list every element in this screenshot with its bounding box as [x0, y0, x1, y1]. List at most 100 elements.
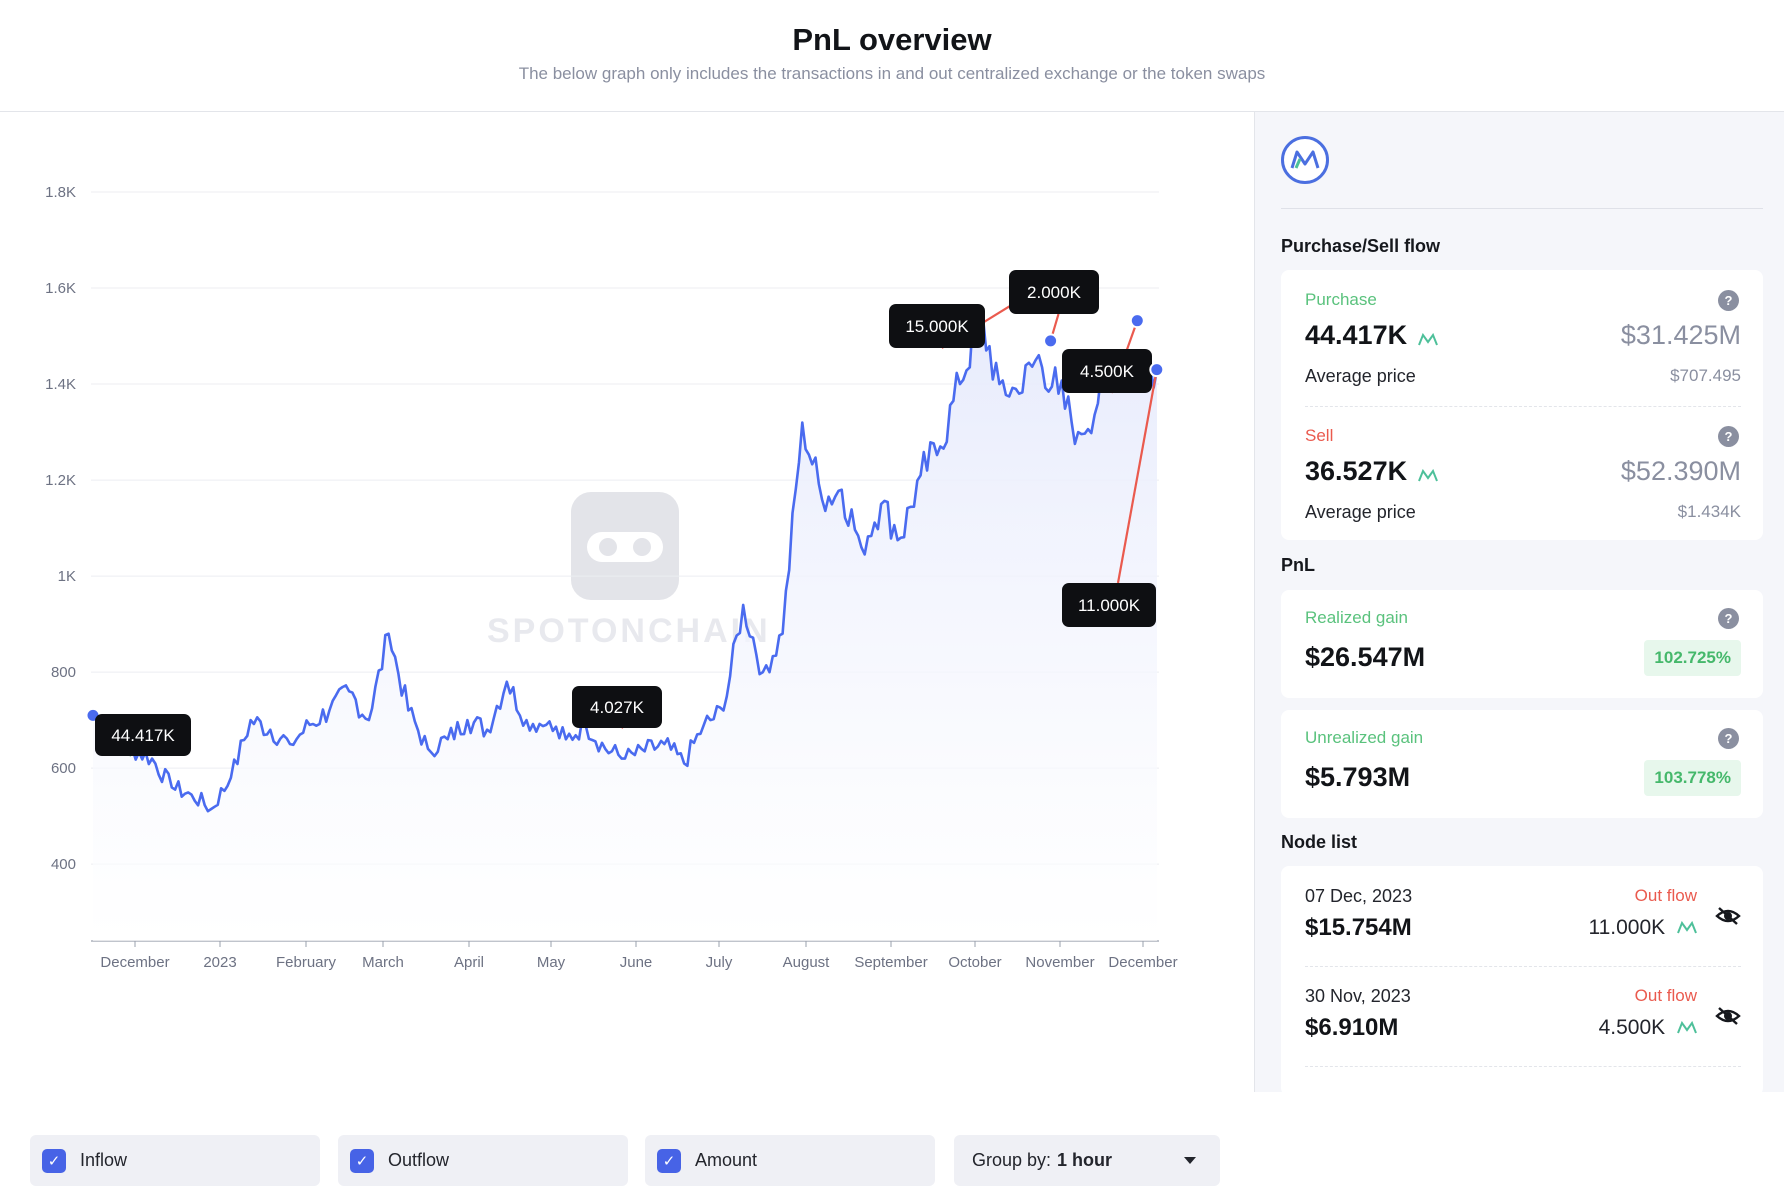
callout-line	[1116, 369, 1158, 584]
amount-checkbox[interactable]: ✓	[657, 1148, 681, 1173]
unrealized-label: Unrealized gain	[1305, 728, 1424, 747]
sell-amount: 36.527K	[1305, 456, 1408, 486]
x-tick-label: June	[620, 954, 653, 971]
help-icon[interactable]: ?	[1718, 728, 1739, 749]
token-m-icon	[1417, 468, 1438, 482]
realized-label: Realized gain	[1305, 608, 1409, 627]
group-by-value: 1 hour	[1057, 1150, 1113, 1170]
realized-value: $26.547M	[1305, 642, 1426, 672]
help-icon[interactable]: ?	[1718, 608, 1739, 629]
purchase-usd: $31.425M	[1620, 320, 1741, 350]
inflow-checkbox[interactable]: ✓	[42, 1148, 66, 1173]
purchase-avg-value: $707.495	[1670, 366, 1741, 385]
token-m-icon	[1417, 332, 1438, 346]
eye-off-icon[interactable]	[1715, 906, 1741, 926]
pnl-line-chart[interactable]: 400 600 800 1K 1.2K 1.4K 1.6K 1.8K December 2023 F…	[0, 112, 1254, 1012]
x-tick-label: August	[783, 954, 831, 971]
node-amount: 11.000K	[1588, 916, 1666, 939]
x-tick-label: November	[1025, 954, 1094, 971]
sidebar: Purchase/Sell flow Purchase ? 44.417K $3…	[1254, 112, 1784, 1092]
node-amount-row: 4.500K	[1599, 1016, 1697, 1040]
watermark-text: SPOTONCHAIN	[487, 612, 771, 650]
node-usd: $15.754M	[1305, 914, 1412, 941]
help-icon[interactable]: ?	[1718, 290, 1739, 311]
purchase-avg-label: Average price	[1305, 366, 1416, 386]
divider	[1305, 406, 1741, 407]
purchase-label: Purchase	[1305, 290, 1377, 309]
sell-usd: $52.390M	[1620, 456, 1741, 486]
node-list-item[interactable]: 07 Dec, 2023 Out flow $15.754M 11.000K	[1281, 866, 1763, 966]
callout-box	[1062, 583, 1156, 627]
help-icon[interactable]: ?	[1718, 426, 1739, 447]
callout-box	[572, 686, 662, 728]
x-tick-label: 2023	[203, 954, 236, 971]
callout-label: 4.027K	[590, 698, 645, 717]
node-flow: Out flow	[1634, 886, 1697, 905]
purchase-amount: 44.417K	[1305, 320, 1408, 350]
y-tick-label: 1.6K	[45, 280, 76, 297]
token-m-icon	[1677, 921, 1697, 934]
realized-pct-badge: 102.725%	[1644, 640, 1741, 676]
sell-avg-label: Average price	[1305, 502, 1416, 522]
y-tick-label: 1.2K	[45, 472, 76, 489]
x-tick-label: December	[100, 954, 169, 971]
inflow-toggle[interactable]: ✓ Inflow	[30, 1135, 320, 1186]
outflow-label: Outflow	[388, 1150, 450, 1170]
y-tick-label: 1K	[58, 568, 76, 585]
sell-label: Sell	[1305, 426, 1334, 445]
node-list-item[interactable]: 30 Nov, 2023 Out flow $6.910M 4.500K	[1281, 966, 1763, 1066]
amount-toggle[interactable]: ✓ Amount	[645, 1135, 935, 1186]
outflow-toggle[interactable]: ✓ Outflow	[338, 1135, 628, 1186]
unrealized-pct-badge: 103.778%	[1644, 760, 1741, 796]
x-tick-label: December	[1108, 954, 1177, 971]
x-tick-label: October	[948, 954, 1001, 971]
y-tick-label: 800	[51, 664, 76, 681]
amount-label: Amount	[695, 1150, 758, 1170]
divider	[1305, 1066, 1741, 1067]
callout-box	[95, 714, 191, 756]
outflow-checkbox[interactable]: ✓	[350, 1148, 374, 1173]
node-date: 07 Dec, 2023	[1305, 886, 1413, 906]
node-list-card: 07 Dec, 2023 Out flow $15.754M 11.000K 3…	[1281, 866, 1763, 1092]
callout-label: 2.000K	[1027, 283, 1082, 302]
unrealized-value: $5.793M	[1305, 762, 1411, 792]
watermark-logo-icon	[571, 492, 679, 600]
x-tick-label: July	[706, 954, 733, 971]
sell-amount-row: 36.527K	[1305, 456, 1438, 487]
x-tick-label: April	[454, 954, 484, 971]
callout-box	[1009, 270, 1099, 314]
realized-gain-card: Realized gain ? $26.547M 102.725%	[1281, 590, 1763, 698]
node-date: 30 Nov, 2023	[1305, 986, 1411, 1006]
node-amount-row: 11.000K	[1588, 916, 1697, 940]
sell-avg-value: $1.434K	[1677, 502, 1741, 521]
inflow-label: Inflow	[80, 1150, 128, 1170]
purchase-amount-row: 44.417K	[1305, 320, 1438, 351]
callout-label: 4.500K	[1080, 362, 1135, 381]
watermark: SPOTONCHAIN	[487, 492, 771, 662]
unrealized-gain-card: Unrealized gain ? $5.793M 103.778%	[1281, 710, 1763, 818]
node-flow: Out flow	[1634, 986, 1697, 1005]
callout-label: 11.000K	[1078, 596, 1141, 615]
y-tick-label: 1.8K	[45, 184, 76, 201]
token-m-icon	[1677, 1021, 1697, 1034]
y-tick-label: 400	[51, 856, 76, 873]
page-title: PnL overview	[792, 22, 992, 57]
page-subtitle: The below graph only includes the transa…	[518, 64, 1266, 83]
eye-off-icon[interactable]	[1715, 1006, 1741, 1026]
node-list-title: Node list	[1281, 832, 1358, 852]
callout-label: 15.000K	[905, 317, 969, 336]
flow-marker	[1129, 313, 1145, 329]
chevron-down-icon	[1184, 1157, 1196, 1164]
pnl-title: PnL	[1281, 555, 1315, 575]
y-tick-label: 600	[51, 760, 76, 777]
group-by-label: Group by:	[972, 1150, 1052, 1170]
flow-marker	[1149, 362, 1165, 378]
y-tick-label: 1.4K	[45, 376, 76, 393]
node-usd: $6.910M	[1305, 1014, 1399, 1041]
purchase-sell-title: Purchase/Sell flow	[1281, 236, 1441, 256]
flow-marker	[1043, 333, 1059, 349]
price-area-fill	[93, 316, 1157, 941]
group-by-select[interactable]: Group by: 1 hour	[954, 1135, 1220, 1186]
divider	[1281, 208, 1763, 209]
callout-label: 44.417K	[111, 726, 175, 745]
